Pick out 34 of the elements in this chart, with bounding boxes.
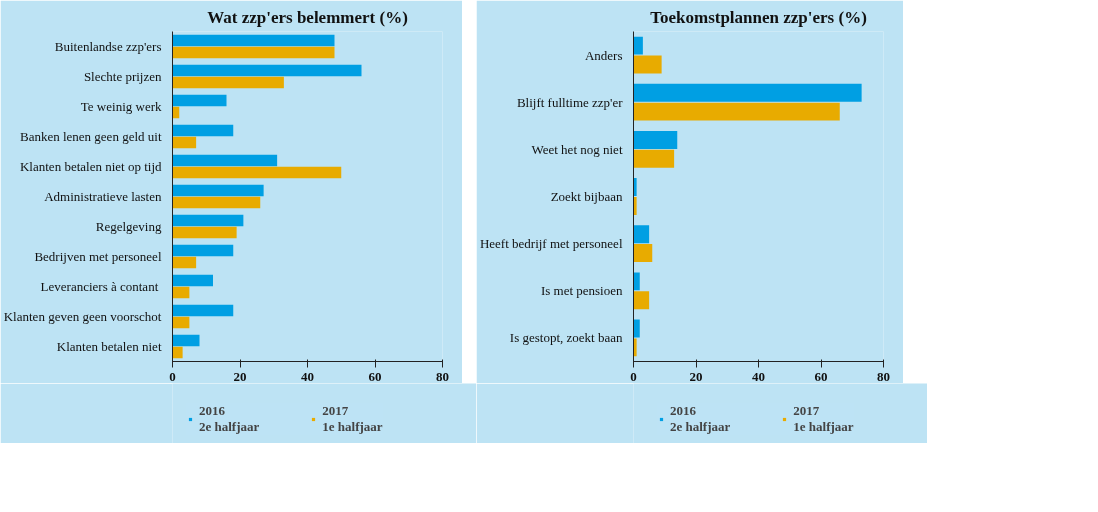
y-tick-label: Administratieve lasten — [44, 189, 162, 204]
legend-label: 2017 1e halfjaar — [793, 403, 854, 435]
x-tick-label: 40 — [752, 368, 765, 384]
x-tick-label: 0 — [169, 368, 176, 384]
y-tick-label: Is met pensioen — [540, 283, 623, 299]
y-tick-label: Banken lenen geen geld uit — [19, 129, 162, 144]
legend-label: 2016 2e halfjaar — [670, 403, 731, 435]
y-tick-label: Blijft fulltime zzp'er — [516, 94, 624, 110]
y-tick-label: Regelgeving — [95, 219, 162, 234]
y-tick-label: Heeft bedrijf met personeel — [479, 236, 623, 252]
x-tick-label: 60 — [814, 368, 828, 384]
y-tick-label: Weet het nog niet — [531, 141, 623, 157]
y-tick-label: Te weinig werk — [80, 99, 162, 114]
x-tick-label: 20 — [689, 368, 703, 384]
y-tick-label: Bedrijven met personeel — [34, 249, 162, 264]
y-tick-label: Buitenlandse zzp'ers — [54, 39, 162, 54]
y-tick-label: Zoekt bijbaan — [550, 189, 623, 204]
x-tick-label: 60 — [368, 368, 382, 384]
y-tick-label: Leveranciers à contant — [40, 279, 159, 294]
y-tick-label: Klanten geven geen voorschot — [3, 309, 162, 324]
y-tick-label: Klanten betalen niet — [56, 339, 162, 354]
legend-label: 2017 1e halfjaar — [322, 403, 383, 435]
x-tick-label: 80 — [877, 368, 890, 384]
chart-title: Wat zzp'ers belemmert (%) — [207, 7, 408, 27]
x-tick-label: 40 — [301, 368, 314, 384]
x-tick-label: 20 — [233, 368, 247, 384]
y-tick-label: Anders — [584, 47, 623, 63]
y-tick-label: Is gestopt, zoekt baan — [509, 330, 623, 346]
y-tick-label: Klanten betalen niet op tijd — [19, 159, 162, 174]
x-tick-label: 0 — [630, 368, 637, 384]
legend-label: 2016 2e halfjaar — [199, 403, 260, 435]
y-tick-label: Slechte prijzen — [83, 69, 162, 84]
x-tick-label: 80 — [436, 368, 449, 384]
chart-title: Toekomstplannen zzp'ers (%) — [650, 7, 867, 27]
